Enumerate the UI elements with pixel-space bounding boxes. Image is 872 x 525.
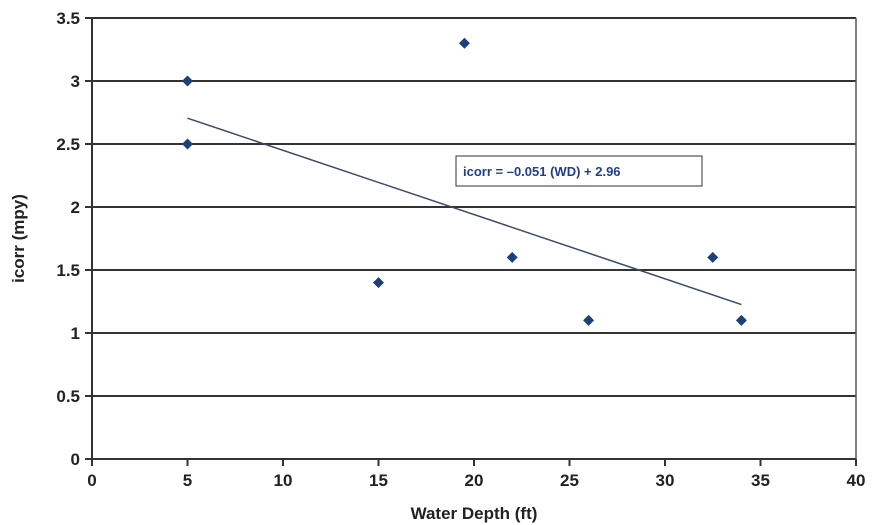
equation-box — [455, 155, 703, 187]
equation-label: icorr = –0.051 (WD) + 2.96 — [463, 164, 621, 179]
data-point — [182, 75, 193, 87]
x-tick-label: 40 — [847, 471, 866, 490]
x-tick-label: 20 — [465, 471, 484, 490]
data-points — [182, 37, 747, 326]
tick-labels: 0 0.5 1 1.5 2 2.5 3 3.5 0 5 10 15 20 25 30 35 40 — [56, 9, 865, 490]
trendline — [187, 117, 742, 306]
y-tick-label: 3.5 — [56, 9, 80, 28]
y-tick-label: 0.5 — [56, 387, 80, 406]
x-tick-label: 25 — [560, 471, 579, 490]
x-tick-label: 30 — [656, 471, 675, 490]
data-point — [707, 251, 719, 263]
equation-annotation: icorr = –0.051 (WD) + 2.96 — [455, 155, 703, 187]
trendline-group — [187, 117, 742, 306]
y-tick-label: 2 — [71, 198, 80, 217]
x-tick-label: 15 — [369, 471, 388, 490]
x-tick-label: 10 — [274, 471, 293, 490]
y-axis-title: icorr (mpy) — [9, 194, 28, 283]
x-axis-title: Water Depth (ft) — [411, 504, 538, 523]
axes — [85, 17, 857, 466]
x-tick-label: 0 — [87, 471, 96, 490]
gridlines — [92, 17, 856, 397]
y-tick-label: 1.5 — [56, 261, 80, 280]
y-tick-label: 1 — [71, 324, 80, 343]
data-point — [182, 138, 193, 150]
data-point — [735, 314, 747, 326]
data-point — [583, 314, 595, 326]
x-tick-label: 35 — [751, 471, 770, 490]
data-point — [458, 37, 470, 49]
y-tick-label: 0 — [71, 450, 80, 469]
x-tick-label: 5 — [183, 471, 192, 490]
data-point — [373, 277, 384, 289]
data-point — [506, 251, 518, 263]
y-tick-label: 2.5 — [56, 135, 80, 154]
y-tick-label: 3 — [71, 72, 80, 91]
